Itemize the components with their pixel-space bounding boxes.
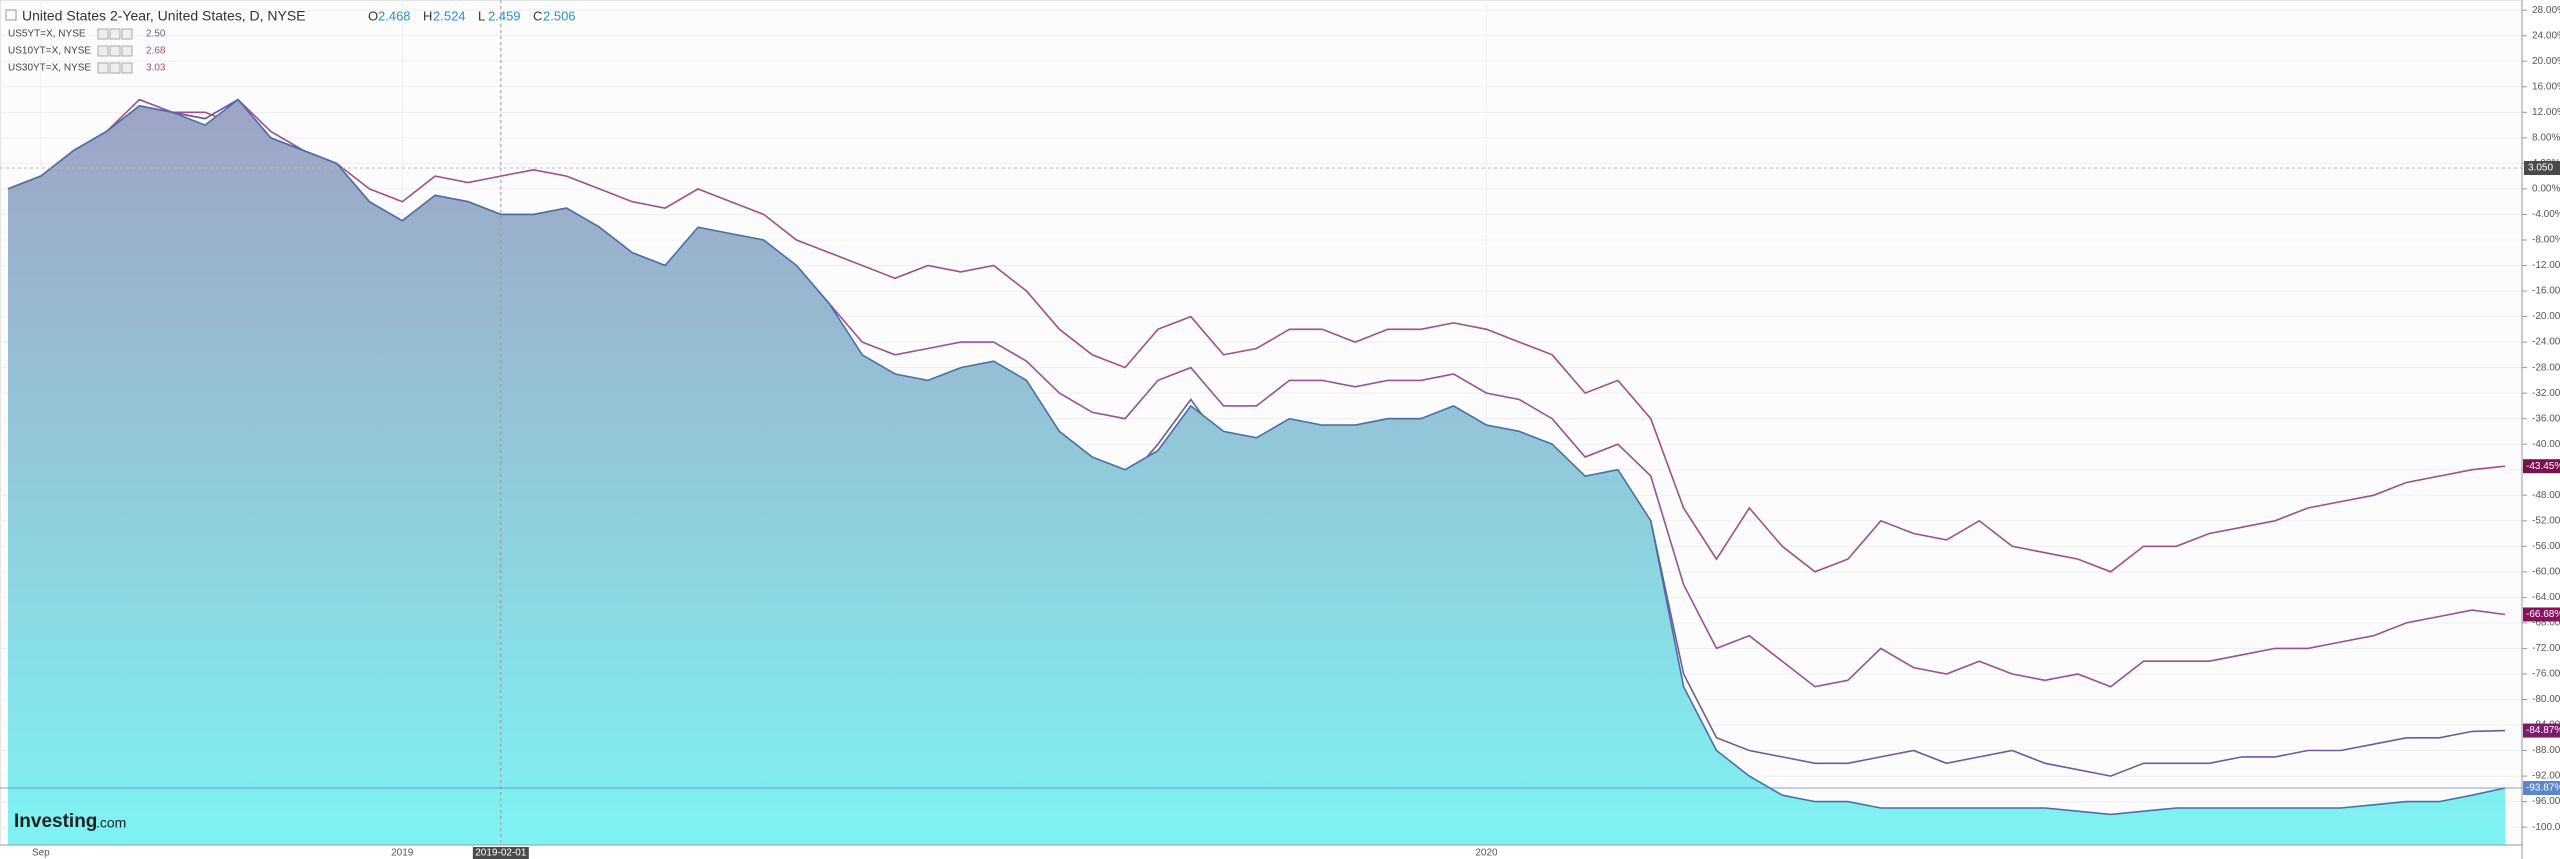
y-tick-label: 12.00% bbox=[2532, 107, 2560, 118]
y-tick-label: -96.00% bbox=[2532, 796, 2560, 807]
area bbox=[8, 99, 2505, 846]
last-label-bg bbox=[2523, 607, 2560, 622]
marks bbox=[7, 98, 2506, 846]
y-tick-label: -68.00% bbox=[2532, 618, 2560, 629]
line bbox=[7, 98, 2506, 573]
y-tick-label: -56.00% bbox=[2532, 541, 2560, 552]
logo: Investing .com bbox=[14, 811, 126, 832]
y-tick-label: 16.00% bbox=[2532, 81, 2560, 92]
x-tick-label: 2020 bbox=[1475, 848, 1498, 859]
legend-button[interactable] bbox=[97, 62, 109, 74]
y-tick-label: -28.00% bbox=[2532, 362, 2560, 373]
last-label: -66.68% bbox=[2526, 609, 2560, 620]
legend-button[interactable] bbox=[109, 45, 121, 57]
legend-button[interactable] bbox=[121, 62, 133, 74]
legend: United States 2-Year, United States, D, … bbox=[5, 8, 576, 74]
last-label-bg bbox=[2523, 781, 2560, 796]
y-tick-label: -64.00% bbox=[2532, 592, 2560, 603]
y-tick-label: -88.00% bbox=[2532, 745, 2560, 756]
x-tick-label: 2019 bbox=[391, 848, 414, 859]
y-tick-label: -60.00% bbox=[2532, 566, 2560, 577]
legend-name: US30YT=X, NYSE bbox=[8, 63, 91, 74]
y-tick-label: 8.00% bbox=[2532, 132, 2560, 143]
y-tick-label: -4.00% bbox=[2532, 209, 2560, 220]
y-tick-label: 24.00% bbox=[2532, 30, 2560, 41]
crosshair-x-label-bg bbox=[472, 847, 529, 859]
legend-button[interactable] bbox=[121, 28, 133, 40]
y-tick-label: -76.00% bbox=[2532, 669, 2560, 680]
ohlc-value: 2.506 bbox=[543, 8, 576, 23]
y-tick-label: -24.00% bbox=[2532, 337, 2560, 348]
y-tick-label: -52.00% bbox=[2532, 515, 2560, 526]
legend-value: 2.68 bbox=[146, 46, 166, 57]
legend-name: US10YT=X, NYSE bbox=[8, 46, 91, 57]
logo-suffix: .com bbox=[96, 815, 126, 831]
y-tick-label: -80.00% bbox=[2532, 694, 2560, 705]
y-tick-label: -12.00% bbox=[2532, 260, 2560, 271]
last-label: -84.87% bbox=[2526, 725, 2560, 736]
legend-button[interactable] bbox=[109, 62, 121, 74]
line bbox=[7, 98, 2506, 816]
ohlc-value: 2.459 bbox=[488, 8, 521, 23]
y-tick-label: -72.00% bbox=[2532, 643, 2560, 654]
crosshair-label-bg bbox=[2524, 161, 2560, 175]
x-tick-label: Sep bbox=[32, 848, 50, 859]
ohlc-value: 2.524 bbox=[433, 8, 466, 23]
collapse-icon[interactable] bbox=[5, 9, 17, 21]
y-tick-label: -100.00% bbox=[2532, 822, 2560, 833]
last-label-bg bbox=[2523, 723, 2560, 738]
last-label: -43.45% bbox=[2526, 461, 2560, 472]
legend-button[interactable] bbox=[121, 45, 133, 57]
ohlc-key: O bbox=[368, 8, 378, 23]
logo-brand: Investing bbox=[14, 811, 97, 832]
legend-value: 2.50 bbox=[146, 29, 166, 40]
y-tick-label: -32.00% bbox=[2532, 388, 2560, 399]
last-label: -93.87% bbox=[2526, 783, 2560, 794]
x-tick-label: 2019-02-01 bbox=[475, 848, 527, 859]
legend-entries: US5YT=X, NYSE 2.50 US10YT=X, NYSE 2.68 US30Y… bbox=[8, 28, 166, 74]
y-tick-label: -36.00% bbox=[2532, 413, 2560, 424]
ohlc-key: H bbox=[423, 8, 432, 23]
y-tick-label: -8.00% bbox=[2532, 235, 2560, 246]
crosshair-label: 3.050 bbox=[2528, 163, 2553, 174]
last-label-bg bbox=[2523, 459, 2560, 474]
y-tick-label: 20.00% bbox=[2532, 56, 2560, 67]
y-tick-label: 0.00% bbox=[2532, 184, 2560, 195]
y-tick-label: -48.00% bbox=[2532, 490, 2560, 501]
ohlc-value: 2.468 bbox=[378, 8, 411, 23]
legend-button[interactable] bbox=[97, 45, 109, 57]
ohlc-key: C bbox=[533, 8, 542, 23]
y-tick-label: 28.00% bbox=[2532, 5, 2560, 16]
y-tick-label: -16.00% bbox=[2532, 286, 2560, 297]
legend-button[interactable] bbox=[97, 28, 109, 40]
ohlc-key: L bbox=[478, 8, 485, 23]
legend-value: 3.03 bbox=[146, 63, 166, 74]
ohlc: O 2.468 H 2.524 L 2.459 C 2.506 bbox=[368, 8, 576, 23]
y-tick-label: -40.00% bbox=[2532, 439, 2560, 450]
legend-button[interactable] bbox=[109, 28, 121, 40]
y-tick-label: -20.00% bbox=[2532, 311, 2560, 322]
y-tick-label: -92.00% bbox=[2532, 771, 2560, 782]
legend-name: US5YT=X, NYSE bbox=[8, 29, 86, 40]
chart-title: United States 2-Year, United States, D, … bbox=[22, 8, 306, 24]
